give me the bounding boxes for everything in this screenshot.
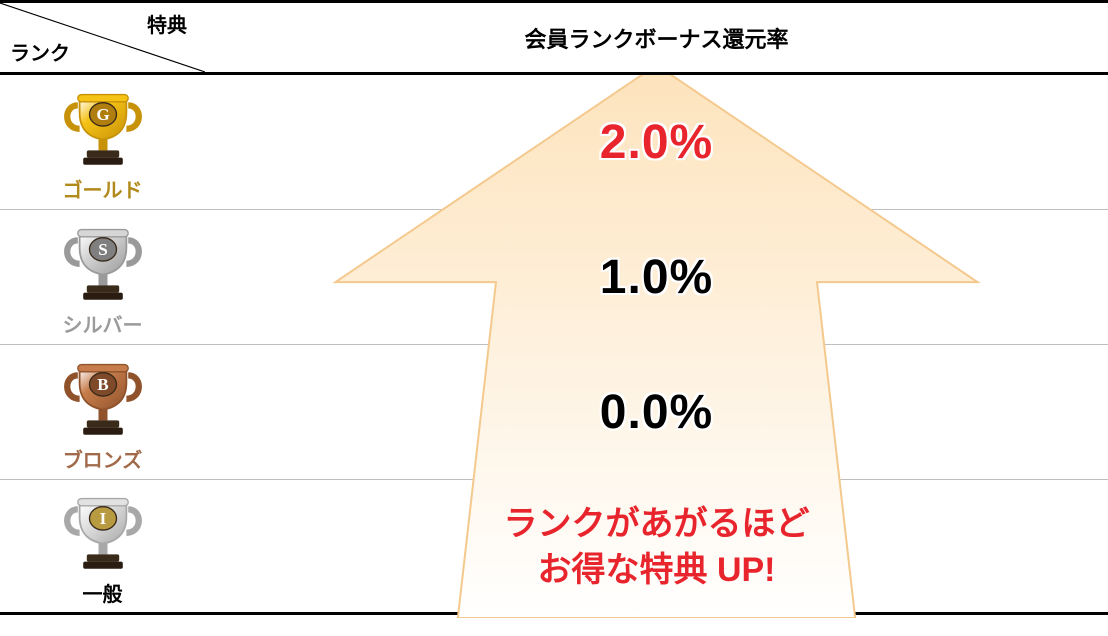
svg-text:B: B [97, 374, 108, 393]
rank-bonus-table: 特典 ランク 会員ランクボーナス還元率 G ゴールド [0, 0, 1108, 636]
rank-label-silver: シルバー [63, 309, 143, 338]
trophy-silver-icon: S [58, 217, 148, 307]
svg-text:I: I [99, 508, 106, 527]
header-bonus-cell: 会員ランクボーナス還元率 [205, 0, 1108, 75]
bonus-cell-bronze [205, 345, 1108, 480]
rank-cell-bronze: B ブロンズ [0, 345, 205, 480]
bonus-cell-regular [205, 480, 1108, 615]
header-tokuten-label: 特典 [147, 9, 187, 38]
rank-cell-gold: G ゴールド [0, 75, 205, 210]
svg-text:G: G [96, 104, 109, 123]
trophy-bronze-icon: B [58, 352, 148, 442]
rank-label-bronze: ブロンズ [63, 444, 143, 473]
bonus-cell-silver [205, 210, 1108, 345]
rank-cell-silver: S シルバー [0, 210, 205, 345]
header-bonus-label: 会員ランクボーナス還元率 [524, 22, 788, 54]
trophy-gold-icon: G [58, 82, 148, 172]
bonus-cell-gold [205, 75, 1108, 210]
rank-label-gold: ゴールド [63, 174, 143, 203]
header-rank-label: ランク [10, 37, 70, 66]
rank-label-regular: 一般 [83, 578, 123, 607]
svg-text:S: S [98, 239, 108, 258]
trophy-regular-icon: I [58, 486, 148, 576]
header-rank-cell: 特典 ランク [0, 0, 205, 75]
rank-cell-regular: I 一般 [0, 480, 205, 615]
